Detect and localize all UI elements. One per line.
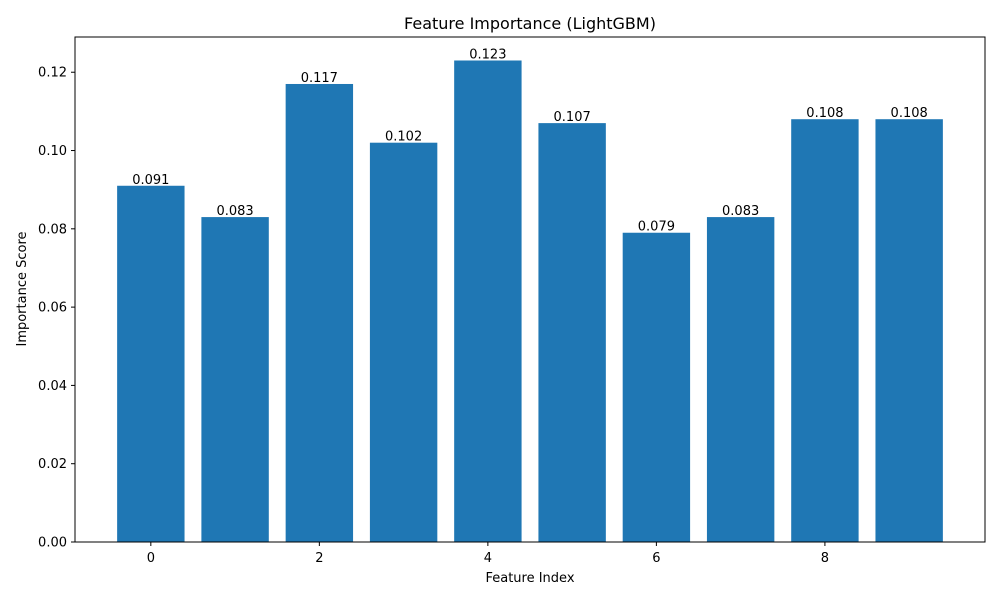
bar-8 [791,119,859,543]
bar-9 [875,119,943,543]
bar-value-label-9: 0.108 [891,106,928,121]
x-tick-label-1: 2 [315,551,323,566]
y-tick-label-1: 0.02 [38,457,67,472]
bar-value-label-5: 0.107 [554,110,591,125]
bar-value-label-2: 0.117 [301,71,338,86]
plot-frame [74,36,986,543]
bar-7 [706,217,775,542]
bar-5 [538,123,606,543]
y-axis-label: Importance Score [15,231,30,346]
bar-value-label-1: 0.083 [216,204,253,219]
x-tick-label-0: 0 [147,551,155,566]
x-tick-label-4: 8 [821,551,829,566]
chart-title: Feature Importance (LightGBM) [404,14,656,33]
bar-6 [622,232,691,543]
bar-2 [285,83,354,542]
y-tick-label-5: 0.10 [38,144,67,159]
bar-value-label-4: 0.123 [469,47,506,62]
x-tick-label-3: 6 [652,551,660,566]
x-tick-label-2: 4 [484,551,492,566]
y-tick-label-6: 0.12 [38,66,67,81]
y-tick-label-2: 0.04 [38,379,67,394]
bar-0 [117,185,185,542]
y-tick-label-0: 0.00 [38,536,67,551]
bar-value-label-0: 0.091 [132,173,169,188]
bar-4 [454,60,522,543]
bar-value-label-8: 0.108 [806,106,843,121]
y-tick-label-4: 0.08 [38,222,67,237]
bar-value-label-7: 0.083 [722,204,759,219]
bar-1 [201,217,269,542]
bar-value-label-3: 0.102 [385,130,422,145]
bar-value-label-6: 0.079 [638,220,675,235]
plot-area: 0.0910.0830.1170.1020.1230.1070.0790.083… [38,36,986,566]
x-axis-label: Feature Index [485,571,574,586]
y-tick-label-3: 0.06 [38,301,67,316]
bar-3 [369,142,438,542]
